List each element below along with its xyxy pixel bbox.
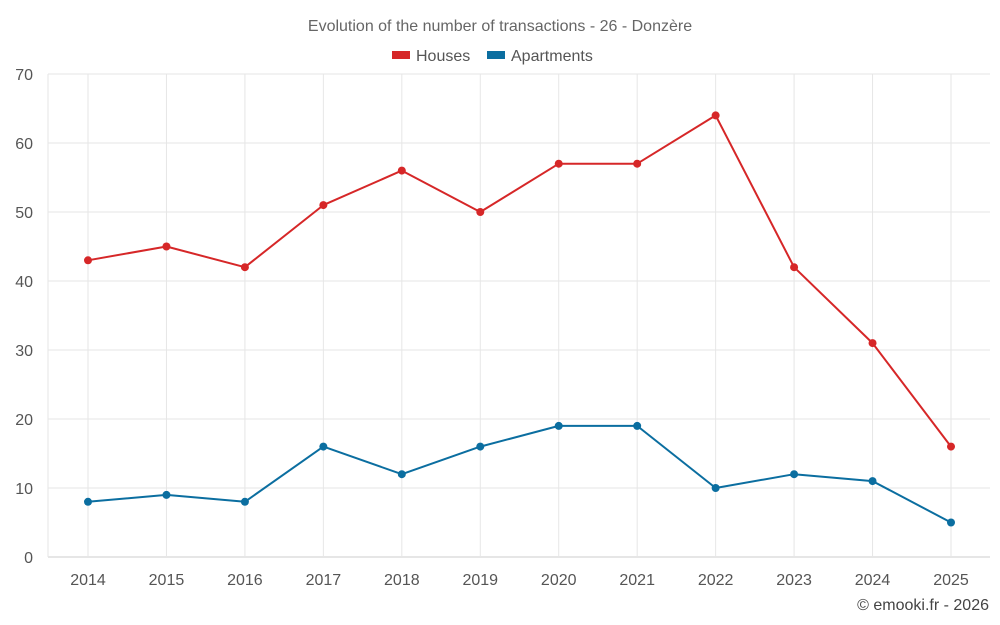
x-tick-label: 2016 <box>227 572 263 589</box>
data-point-houses[interactable] <box>84 256 92 265</box>
data-point-houses[interactable] <box>868 339 877 348</box>
data-point-houses[interactable] <box>790 263 799 272</box>
data-point-houses[interactable] <box>397 166 406 175</box>
data-point-houses[interactable] <box>633 159 642 168</box>
legend-item-houses[interactable]: Houses <box>392 48 470 65</box>
data-point-houses[interactable] <box>240 263 249 272</box>
y-tick-label: 60 <box>15 136 33 153</box>
data-point-apartments[interactable] <box>554 421 563 430</box>
y-tick-label: 0 <box>24 550 33 567</box>
data-point-apartments[interactable] <box>84 497 92 506</box>
data-point-apartments[interactable] <box>868 477 877 486</box>
y-tick-label: 30 <box>15 343 33 360</box>
credit-text: © emooki.fr - 2026 <box>857 597 989 614</box>
data-point-apartments[interactable] <box>633 421 642 430</box>
y-tick-label: 70 <box>15 67 33 84</box>
data-point-houses[interactable] <box>711 111 720 120</box>
data-point-apartments[interactable] <box>162 490 171 499</box>
data-point-apartments[interactable] <box>790 470 799 479</box>
x-tick-label: 2020 <box>541 572 577 589</box>
x-tick-label: 2022 <box>698 572 734 589</box>
y-tick-label: 10 <box>15 481 33 498</box>
x-tick-label: 2019 <box>462 572 498 589</box>
grid <box>47 73 990 558</box>
x-tick-label: 2014 <box>70 572 106 589</box>
data-point-houses[interactable] <box>476 208 485 216</box>
y-tick-label: 20 <box>15 412 33 429</box>
series-group <box>84 111 955 527</box>
x-tick-label: 2015 <box>149 572 185 589</box>
legend-item-apartments[interactable]: Apartments <box>487 48 593 65</box>
x-tick-label: 2025 <box>933 572 969 589</box>
data-point-apartments[interactable] <box>476 442 485 451</box>
data-point-houses[interactable] <box>947 442 955 451</box>
y-tick-label: 50 <box>15 205 33 222</box>
data-point-apartments[interactable] <box>319 442 328 451</box>
legend: Houses Apartments <box>392 48 593 65</box>
data-point-apartments[interactable] <box>711 484 720 492</box>
chart-title: Evolution of the number of transactions … <box>308 18 692 35</box>
series-line-houses <box>87 114 952 448</box>
data-point-houses[interactable] <box>554 159 563 168</box>
data-point-apartments[interactable] <box>947 518 955 527</box>
x-tick-label: 2018 <box>384 572 420 589</box>
series-houses <box>84 111 955 451</box>
data-point-apartments[interactable] <box>397 470 406 479</box>
legend-label-apartments: Apartments <box>511 48 593 65</box>
x-tick-label: 2023 <box>776 572 812 589</box>
x-tick-label: 2021 <box>619 572 655 589</box>
legend-label-houses: Houses <box>416 48 470 65</box>
series-apartments <box>84 421 955 527</box>
series-line-apartments <box>87 424 952 524</box>
data-point-apartments[interactable] <box>240 497 249 506</box>
legend-swatch-houses <box>392 51 410 59</box>
data-point-houses[interactable] <box>162 242 171 251</box>
x-axis-ticks: 2014 2015 2016 2017 2018 2019 2020 2021 2022 2023… <box>70 572 969 589</box>
data-point-houses[interactable] <box>319 201 328 210</box>
legend-swatch-apartments <box>487 51 505 59</box>
y-tick-label: 40 <box>15 274 33 291</box>
x-tick-label: 2017 <box>306 572 342 589</box>
x-tick-label: 2024 <box>855 572 891 589</box>
y-axis-ticks: 0 10 20 30 40 50 60 70 <box>15 67 33 567</box>
